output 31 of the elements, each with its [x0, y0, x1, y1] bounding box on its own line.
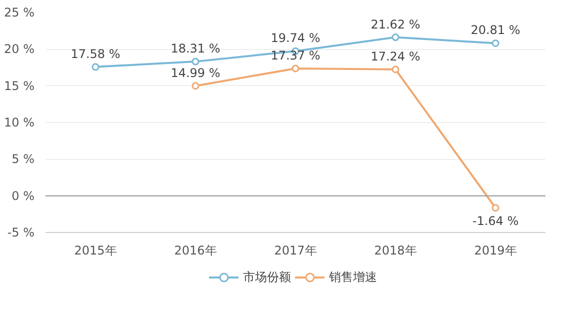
data-label: 20.81 % [470, 23, 520, 38]
x-tick-label: 2018年 [374, 244, 417, 258]
point [292, 64, 300, 72]
point [392, 34, 400, 42]
x-tick-label: 2016年 [174, 244, 217, 258]
data-label: 18.31 % [170, 42, 220, 56]
point [92, 63, 100, 71]
data-label: 17.24 % [370, 49, 420, 64]
point [192, 58, 200, 66]
x-tick-label: 2019年 [474, 244, 517, 258]
y-tick-label: 15 % [4, 78, 35, 93]
y-tick-label: 20 % [4, 42, 35, 56]
data-label: 17.37 % [270, 48, 320, 62]
y-tick-label: 0 % [12, 188, 35, 203]
y-tick-label: 10 % [4, 116, 35, 130]
legend-label: 市场份额 [243, 268, 291, 286]
legend-label: 销售增速 [329, 268, 377, 286]
data-label: 19.74 % [270, 31, 320, 46]
point [392, 66, 400, 74]
x-tick-label: 2015年 [74, 244, 117, 258]
data-label: 17.58 % [70, 46, 120, 61]
point [492, 204, 500, 212]
point [492, 39, 500, 47]
x-tick-label: 2017年 [274, 244, 317, 258]
y-tick-label: 5 % [12, 152, 35, 166]
data-label: 14.99 % [170, 66, 220, 80]
y-tick-label: 25 % [4, 6, 35, 20]
data-label: 21.62 % [370, 17, 420, 32]
point [192, 82, 200, 90]
data-label: -1.64 % [472, 214, 519, 228]
y-tick-label: -5 % [7, 226, 35, 240]
